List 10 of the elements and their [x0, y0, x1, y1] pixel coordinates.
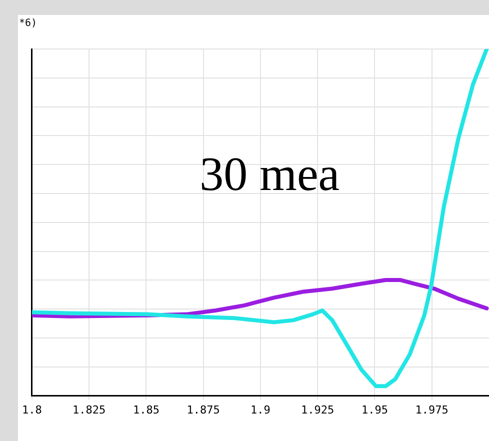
text: *6) [19, 18, 38, 29]
x-tick-label: 1.9 [250, 403, 270, 416]
x-tick-label: 1.825 [72, 403, 106, 416]
x-tick-label: 1.875 [186, 403, 220, 416]
x-tick-label: 1.95 [361, 403, 388, 416]
annotation: 30 mea [200, 148, 340, 201]
x-tick-label: 1.8 [22, 403, 42, 416]
x-tick-label: 1.85 [132, 403, 160, 416]
x-tick-label: 1.925 [301, 403, 334, 416]
x-tick-label: 1.975 [415, 403, 448, 416]
